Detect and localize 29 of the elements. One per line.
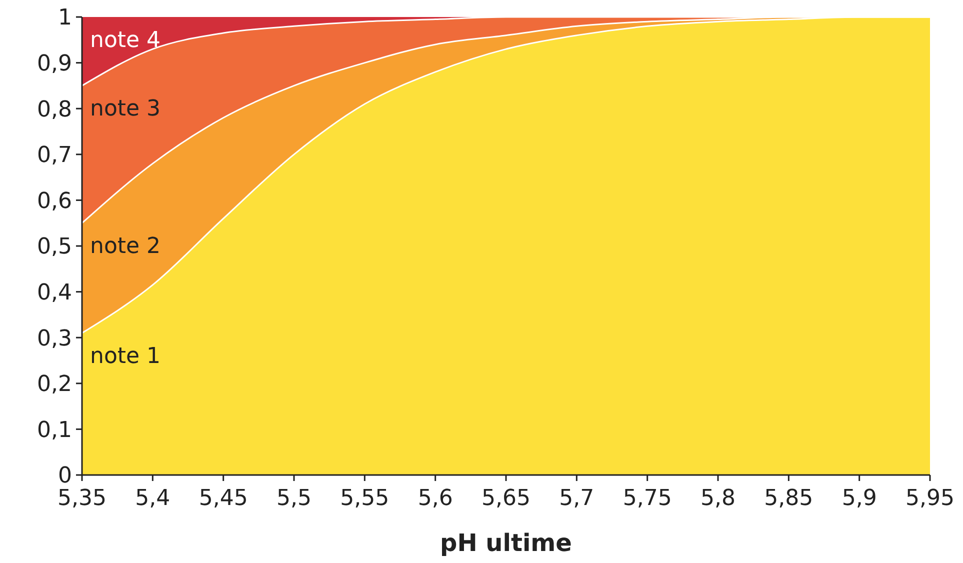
x-tick-label: 5,6 <box>418 486 453 511</box>
series-label: note 2 <box>90 234 161 260</box>
x-tick-label: 5,75 <box>622 486 672 511</box>
x-tick-label: 5,8 <box>700 486 736 511</box>
y-tick-label: 0,4 <box>37 280 72 306</box>
y-tick-label: 0,2 <box>37 372 72 398</box>
x-axis-title: pH ultime <box>440 529 572 557</box>
y-tick-label: 0,7 <box>37 143 72 168</box>
x-tick-label: 5,4 <box>135 486 170 511</box>
x-tick-label: 5,35 <box>58 486 106 511</box>
x-tick-label: 5,45 <box>198 486 248 511</box>
series-label: note 1 <box>90 344 161 370</box>
y-tick-label: 0,9 <box>37 52 72 76</box>
y-tick-label: 0,1 <box>37 418 72 443</box>
x-tick-label: 5,85 <box>764 486 814 511</box>
x-tick-label: 5,9 <box>842 486 877 511</box>
y-tick-label: 0,5 <box>37 234 72 260</box>
y-tick-label: 0 <box>58 464 72 489</box>
y-tick-label: 0,8 <box>37 97 72 122</box>
y-tick-label: 0,6 <box>37 188 72 214</box>
series-label: note 4 <box>90 28 161 53</box>
x-tick-label: 5,65 <box>482 486 530 511</box>
x-tick-label: 5,95 <box>906 486 954 511</box>
y-tick-label: 1 <box>58 6 72 31</box>
x-tick-label: 5,5 <box>276 486 312 511</box>
series-label: note 3 <box>90 96 161 122</box>
y-tick-label: 0,3 <box>37 326 72 352</box>
x-tick-label: 5,55 <box>340 486 390 511</box>
x-tick-label: 5,7 <box>559 486 594 511</box>
